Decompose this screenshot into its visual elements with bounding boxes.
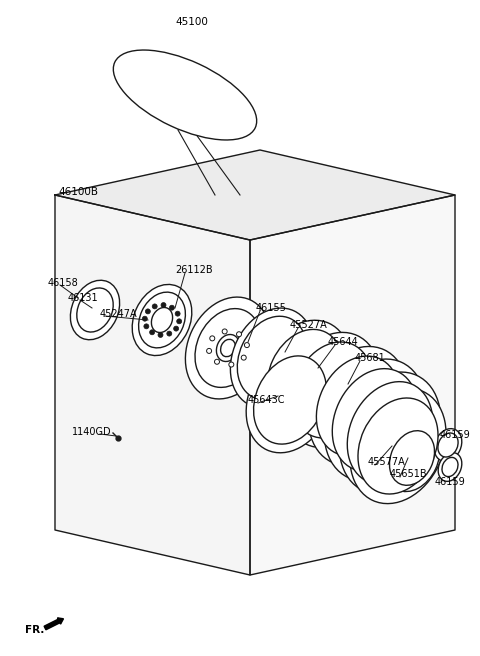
Text: 1140GD: 1140GD — [72, 427, 112, 437]
Ellipse shape — [167, 331, 172, 336]
Text: 46131: 46131 — [68, 293, 98, 303]
Ellipse shape — [174, 326, 179, 331]
Text: 45247A: 45247A — [100, 309, 138, 319]
Text: 45100: 45100 — [175, 17, 208, 27]
Ellipse shape — [161, 302, 166, 308]
Ellipse shape — [210, 336, 215, 341]
Ellipse shape — [216, 335, 240, 361]
Ellipse shape — [150, 330, 155, 335]
Ellipse shape — [132, 285, 192, 356]
Ellipse shape — [230, 308, 313, 408]
Ellipse shape — [215, 359, 219, 364]
Ellipse shape — [195, 308, 261, 388]
Text: 45643C: 45643C — [248, 395, 286, 405]
Polygon shape — [250, 195, 455, 575]
Text: 45651B: 45651B — [390, 469, 428, 479]
Ellipse shape — [324, 359, 426, 481]
Ellipse shape — [221, 339, 235, 357]
Ellipse shape — [77, 288, 113, 332]
Ellipse shape — [434, 428, 462, 461]
Ellipse shape — [113, 50, 257, 140]
Ellipse shape — [152, 304, 157, 309]
Ellipse shape — [177, 319, 182, 324]
Text: 46155: 46155 — [256, 303, 287, 313]
Ellipse shape — [125, 58, 245, 132]
Text: 45527A: 45527A — [290, 320, 328, 330]
Ellipse shape — [157, 77, 213, 113]
Ellipse shape — [332, 369, 418, 472]
Polygon shape — [55, 150, 455, 240]
Ellipse shape — [144, 69, 227, 121]
Ellipse shape — [350, 388, 446, 504]
Ellipse shape — [237, 332, 241, 337]
Ellipse shape — [253, 356, 326, 444]
Ellipse shape — [148, 72, 222, 119]
Ellipse shape — [169, 305, 174, 310]
Text: 46159: 46159 — [435, 477, 466, 487]
Ellipse shape — [438, 453, 462, 482]
Ellipse shape — [384, 424, 440, 491]
Ellipse shape — [347, 382, 433, 484]
Ellipse shape — [389, 431, 434, 485]
Ellipse shape — [229, 362, 234, 367]
Ellipse shape — [170, 85, 200, 104]
Ellipse shape — [144, 324, 149, 329]
Ellipse shape — [244, 342, 250, 348]
Ellipse shape — [246, 347, 334, 453]
Ellipse shape — [158, 333, 163, 337]
Ellipse shape — [185, 297, 271, 399]
Ellipse shape — [259, 320, 351, 430]
Text: 46159: 46159 — [440, 430, 471, 440]
Ellipse shape — [117, 52, 253, 137]
Ellipse shape — [241, 355, 246, 360]
Ellipse shape — [284, 333, 380, 447]
Text: 45577A: 45577A — [368, 457, 406, 467]
Ellipse shape — [142, 316, 147, 321]
Ellipse shape — [358, 398, 438, 494]
Ellipse shape — [316, 356, 400, 456]
Ellipse shape — [292, 342, 372, 438]
Ellipse shape — [308, 346, 408, 466]
FancyArrow shape — [44, 618, 63, 630]
Text: 45644: 45644 — [328, 337, 359, 347]
Ellipse shape — [222, 329, 227, 334]
Ellipse shape — [237, 316, 307, 400]
Ellipse shape — [71, 280, 120, 340]
Ellipse shape — [175, 311, 180, 316]
Text: 26112B: 26112B — [175, 265, 213, 275]
Text: FR.: FR. — [25, 625, 44, 635]
Ellipse shape — [176, 89, 194, 101]
Ellipse shape — [339, 372, 441, 494]
Ellipse shape — [151, 308, 173, 333]
Ellipse shape — [139, 292, 185, 348]
Text: 46100B: 46100B — [58, 187, 98, 197]
Ellipse shape — [442, 457, 458, 477]
Text: 46158: 46158 — [48, 278, 79, 288]
Ellipse shape — [145, 309, 150, 314]
Ellipse shape — [438, 433, 458, 457]
Ellipse shape — [267, 329, 343, 420]
Ellipse shape — [206, 348, 212, 354]
Text: 45681: 45681 — [355, 353, 386, 363]
Polygon shape — [55, 195, 250, 575]
